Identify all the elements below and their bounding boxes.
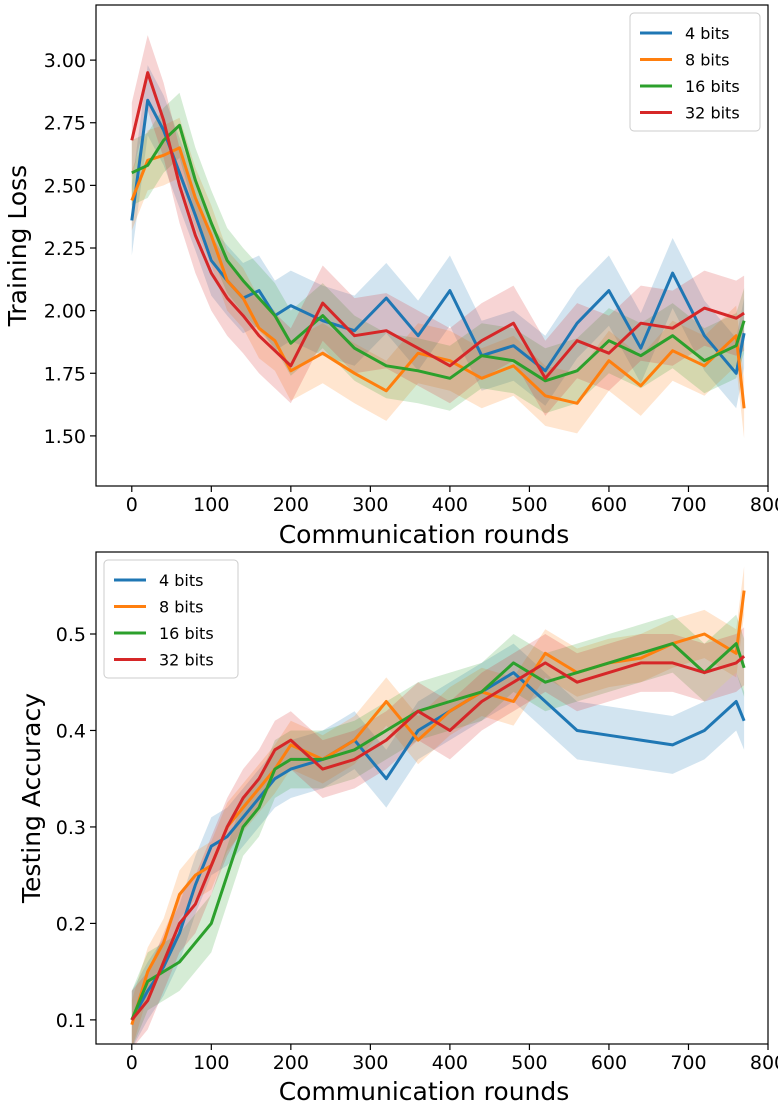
- chart1-line-32-bits: [130, 655, 746, 1021]
- testing-accuracy-chart: 0 100 200 300 400 500 600 700 800 0.1 0.2 0.3 0.4 0.5…: [17, 551, 778, 1106]
- chart0-line-16-bits: [131, 123, 746, 383]
- chart1-line-4-bits: [130, 671, 746, 1021]
- chart0-legend-label: 4 bits: [685, 24, 729, 43]
- chart1-legend-label: 32 bits: [159, 651, 214, 670]
- chart1-xtick-label: 100: [193, 1052, 229, 1074]
- chart1-xtick-label: 800: [750, 1052, 778, 1074]
- chart0-xtick-label: 200: [273, 494, 309, 516]
- chart0-ytick-label: 1.50: [44, 426, 86, 448]
- chart0-legend-label: 8 bits: [685, 51, 729, 70]
- chart0-xtick-label: 100: [193, 494, 229, 516]
- chart0-xtick-label: 800: [750, 494, 778, 516]
- chart0-xlabel: Communication rounds: [279, 520, 570, 549]
- chart0-ylabel: Training Loss: [3, 165, 32, 327]
- chart1-xtick-label: 0: [126, 1052, 138, 1074]
- chart0-legend-label: 32 bits: [685, 104, 740, 123]
- chart1-band-16-bits: [131, 614, 745, 1044]
- chart0-ytick-label: 2.25: [44, 238, 86, 260]
- chart0-frame: [95, 4, 769, 487]
- chart1-plot-area: [130, 566, 746, 1044]
- chart1-xtick-label: 300: [352, 1052, 388, 1074]
- chart1-xtick-label: 400: [432, 1052, 468, 1074]
- chart1-ytick-label: 0.2: [56, 913, 86, 935]
- chart1-ytick-label: 0.4: [56, 720, 86, 742]
- chart0-xtick-label: 400: [432, 494, 468, 516]
- chart1-ytick-label: 0.1: [56, 1010, 86, 1032]
- chart1-band-32-bits: [131, 627, 745, 1044]
- chart1-ytick-label: 0.5: [56, 624, 86, 646]
- chart1-xtick-label: 600: [591, 1052, 627, 1074]
- chart1-xlabel: Communication rounds: [279, 1077, 570, 1106]
- chart0-plot-area: [130, 35, 746, 439]
- chart1-legend-box: [103, 559, 239, 679]
- chart0-ytick-label: 2.50: [44, 175, 86, 197]
- chart1-ylabel: Testing Accuracy: [17, 693, 46, 904]
- chart1-legend-label: 8 bits: [159, 598, 203, 617]
- chart1-legend: 4 bits 8 bits 16 bits 32 bits: [103, 559, 239, 679]
- chart0-legend-label: 16 bits: [685, 77, 740, 96]
- chart0-band-32-bits: [131, 35, 745, 416]
- chart0-xtick-label: 600: [591, 494, 627, 516]
- chart0-line-4-bits: [130, 98, 746, 375]
- chart1-legend-label: 16 bits: [159, 624, 214, 643]
- chart0-xtick-label: 300: [352, 494, 388, 516]
- chart1-xtick-label: 500: [511, 1052, 547, 1074]
- chart0-ytick-label: 3.00: [44, 50, 86, 72]
- chart0-legend-box: [629, 12, 761, 132]
- chart1-band-4-bits: [131, 643, 745, 1044]
- chart0-ytick-label: 2.00: [44, 301, 86, 323]
- chart0-band-4-bits: [131, 65, 745, 409]
- chart0-xtick-label: 700: [670, 494, 706, 516]
- chart0-line-8-bits: [130, 146, 746, 409]
- chart1-band-8-bits: [131, 566, 745, 1044]
- chart0-ytick-label: 2.75: [44, 113, 86, 135]
- chart1-xtick-label: 200: [273, 1052, 309, 1074]
- chart0-legend: 4 bits 8 bits 16 bits 32 bits: [629, 12, 761, 132]
- chart1-frame: [95, 551, 769, 1045]
- chart0-line-32-bits: [130, 71, 745, 380]
- chart1-ytick-label: 0.3: [56, 817, 86, 839]
- chart0-xtick-label: 500: [511, 494, 547, 516]
- chart0-ytick-label: 1.75: [44, 363, 86, 385]
- chart1-legend-label: 4 bits: [159, 571, 203, 590]
- training-loss-chart: 0 100 200 300 400 500 600 700 800 1.50 1.75 2.00 2.2…: [3, 4, 778, 549]
- chart1-xtick-label: 700: [670, 1052, 706, 1074]
- chart0-xtick-label: 0: [126, 494, 138, 516]
- chart1-line-8-bits: [130, 590, 746, 1026]
- chart1-line-16-bits: [130, 642, 746, 1021]
